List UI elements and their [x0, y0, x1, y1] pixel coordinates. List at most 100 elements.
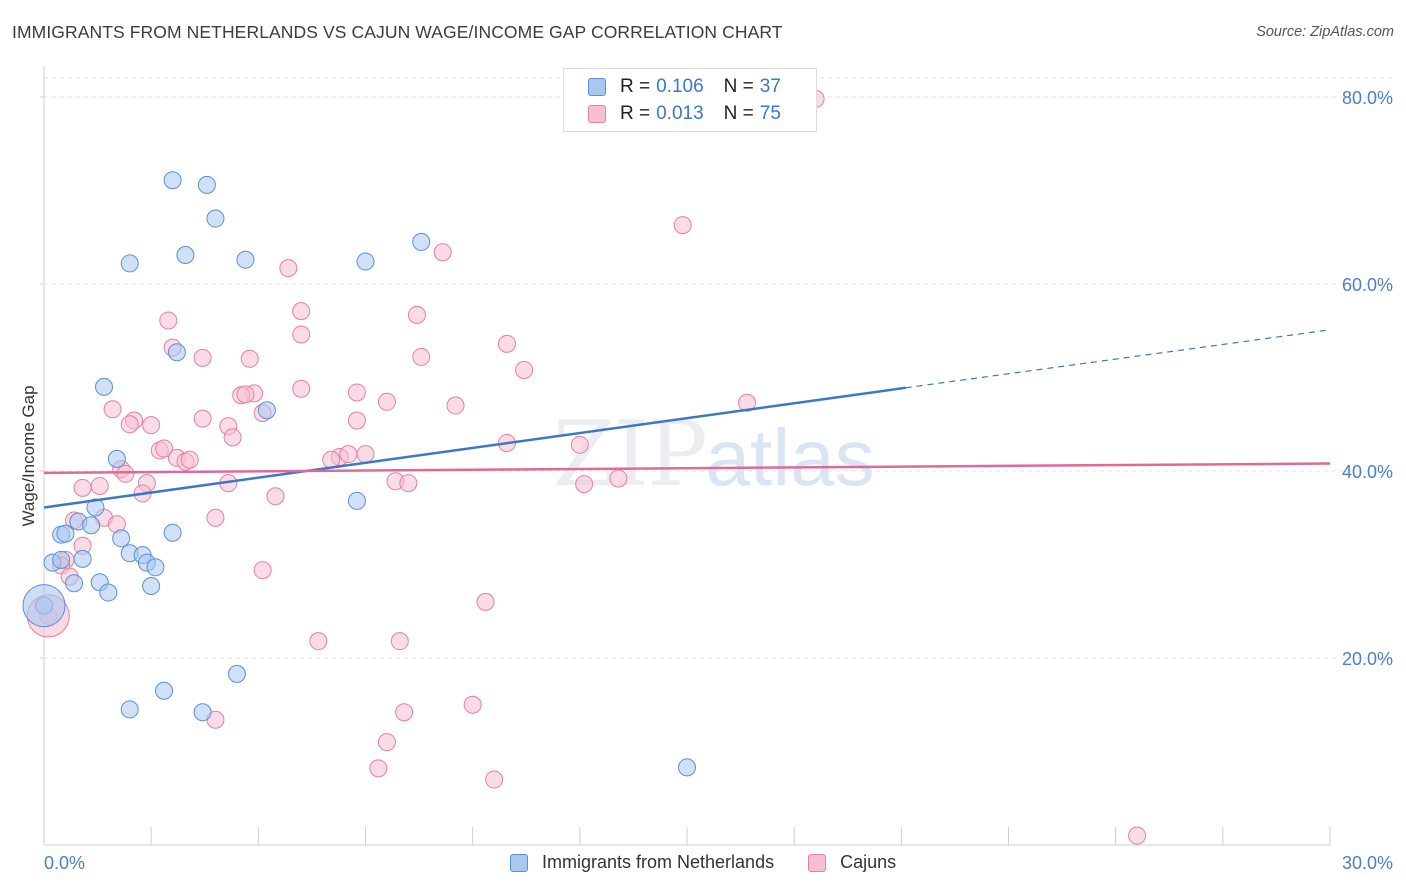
netherlands-point: [197, 175, 216, 194]
cajun-point: [433, 243, 452, 262]
netherlands-point: [236, 250, 255, 269]
cajun-point: [193, 348, 212, 367]
cajun-point: [446, 396, 465, 415]
gridlines: [44, 77, 1392, 659]
chart-title: IMMIGRANTS FROM NETHERLANDS VS CAJUN WAG…: [12, 22, 783, 42]
cajun-point: [570, 435, 589, 454]
y-tick-label: 20.0%: [1342, 649, 1393, 669]
legend-item-netherlands[interactable]: Immigrants from Netherlands: [510, 852, 774, 873]
stats-swatch-cajuns: [588, 105, 606, 123]
tick-labels: 20.0% 40.0% 60.0% 80.0% 0.0% 30.0%: [44, 88, 1393, 873]
cajun-point: [377, 392, 396, 411]
cajun-point: [292, 379, 311, 398]
cajun-point: [240, 349, 259, 368]
netherlands-point-large: [22, 584, 66, 628]
y-tick-label: 40.0%: [1342, 462, 1393, 482]
cajun-point: [485, 770, 504, 789]
netherlands-point: [176, 246, 195, 265]
cajun-point: [180, 450, 199, 469]
cajun-point: [159, 311, 178, 330]
netherlands-point: [120, 700, 139, 719]
netherlands-point: [56, 524, 75, 543]
netherlands-point: [167, 343, 186, 362]
stats-row-netherlands: R = 0.106 N = 37: [588, 75, 781, 99]
netherlands-point: [65, 574, 84, 593]
source-label: Source: ZipAtlas.com: [1256, 24, 1394, 40]
cajun-point: [253, 561, 272, 580]
cajun-point: [142, 416, 161, 435]
legend: Immigrants from Netherlands Cajuns: [510, 852, 930, 873]
cajun-point: [399, 474, 418, 493]
netherlands-point: [142, 577, 161, 596]
netherlands-point: [120, 254, 139, 273]
cajun-point: [193, 409, 212, 428]
cajun-point: [347, 383, 366, 402]
r-value: 0.106: [656, 76, 704, 97]
cajun-point: [339, 445, 358, 464]
cajun-point: [120, 415, 139, 434]
netherlands-points: [22, 171, 696, 777]
netherlands-point: [193, 703, 212, 722]
netherlands-point: [347, 491, 366, 510]
netherlands-point: [155, 681, 174, 700]
r-value: 0.013: [656, 103, 704, 124]
netherlands-point: [678, 758, 696, 777]
y-tick-label: 60.0%: [1342, 275, 1393, 295]
cajun-point: [206, 508, 225, 527]
cajun-point: [575, 475, 594, 494]
cajun-point: [347, 411, 366, 430]
n-label: N =: [723, 76, 754, 97]
cajun-point: [103, 400, 122, 419]
cajun-point: [497, 334, 516, 353]
cajun-point: [390, 632, 409, 651]
legend-swatch-netherlands: [510, 853, 528, 872]
legend-label-cajuns: Cajuns: [840, 852, 897, 872]
legend-label-netherlands: Immigrants from Netherlands: [542, 852, 775, 872]
cajun-trend-line: [43, 462, 1331, 475]
netherlands-point: [86, 498, 105, 517]
netherlands-point: [52, 550, 71, 569]
cajun-point: [266, 487, 285, 506]
netherlands-point: [257, 401, 276, 420]
axes: [40, 66, 1331, 846]
y-axis-label: Wage/Income Gap: [19, 385, 38, 526]
stats-row-cajuns: R = 0.013 N = 75: [588, 102, 781, 126]
netherlands-point: [206, 209, 225, 228]
netherlands-point: [107, 449, 126, 468]
legend-item-cajuns[interactable]: Cajuns: [808, 852, 896, 873]
netherlands-point: [112, 529, 131, 548]
cajun-point: [155, 439, 174, 458]
netherlands-point: [99, 583, 118, 602]
netherlands-point: [412, 232, 431, 251]
r-label: R =: [620, 76, 651, 97]
cajun-point: [609, 469, 628, 488]
netherlands-point: [146, 558, 165, 577]
cajun-point: [515, 361, 534, 380]
x-tick-label: 30.0%: [1342, 853, 1393, 873]
cajun-point: [279, 259, 298, 278]
netherlands-point: [73, 549, 92, 568]
cajun-point: [236, 385, 255, 404]
n-label: N =: [723, 103, 754, 124]
cajun-point: [377, 733, 396, 752]
cajun-point: [412, 347, 431, 366]
n-value: 75: [759, 103, 781, 124]
r-label: R =: [620, 103, 651, 124]
netherlands-point: [95, 377, 114, 396]
netherlands-point: [82, 516, 101, 535]
cajun-point: [309, 632, 328, 651]
stats-box: R = 0.106 N = 37 R = 0.013 N = 75: [563, 68, 817, 132]
cajun-point: [90, 476, 109, 495]
netherlands-trend-extension: [905, 329, 1331, 389]
y-tick-label: 80.0%: [1342, 88, 1393, 108]
netherlands-point: [227, 664, 246, 683]
netherlands-point: [356, 252, 375, 271]
netherlands-trend-line: [43, 386, 906, 509]
netherlands-point: [163, 523, 182, 542]
watermark-atlas: atlas: [705, 413, 875, 502]
cajun-point: [369, 759, 388, 778]
cajun-point: [395, 703, 414, 722]
stats-swatch-netherlands: [588, 78, 606, 96]
cajun-point: [407, 305, 426, 324]
